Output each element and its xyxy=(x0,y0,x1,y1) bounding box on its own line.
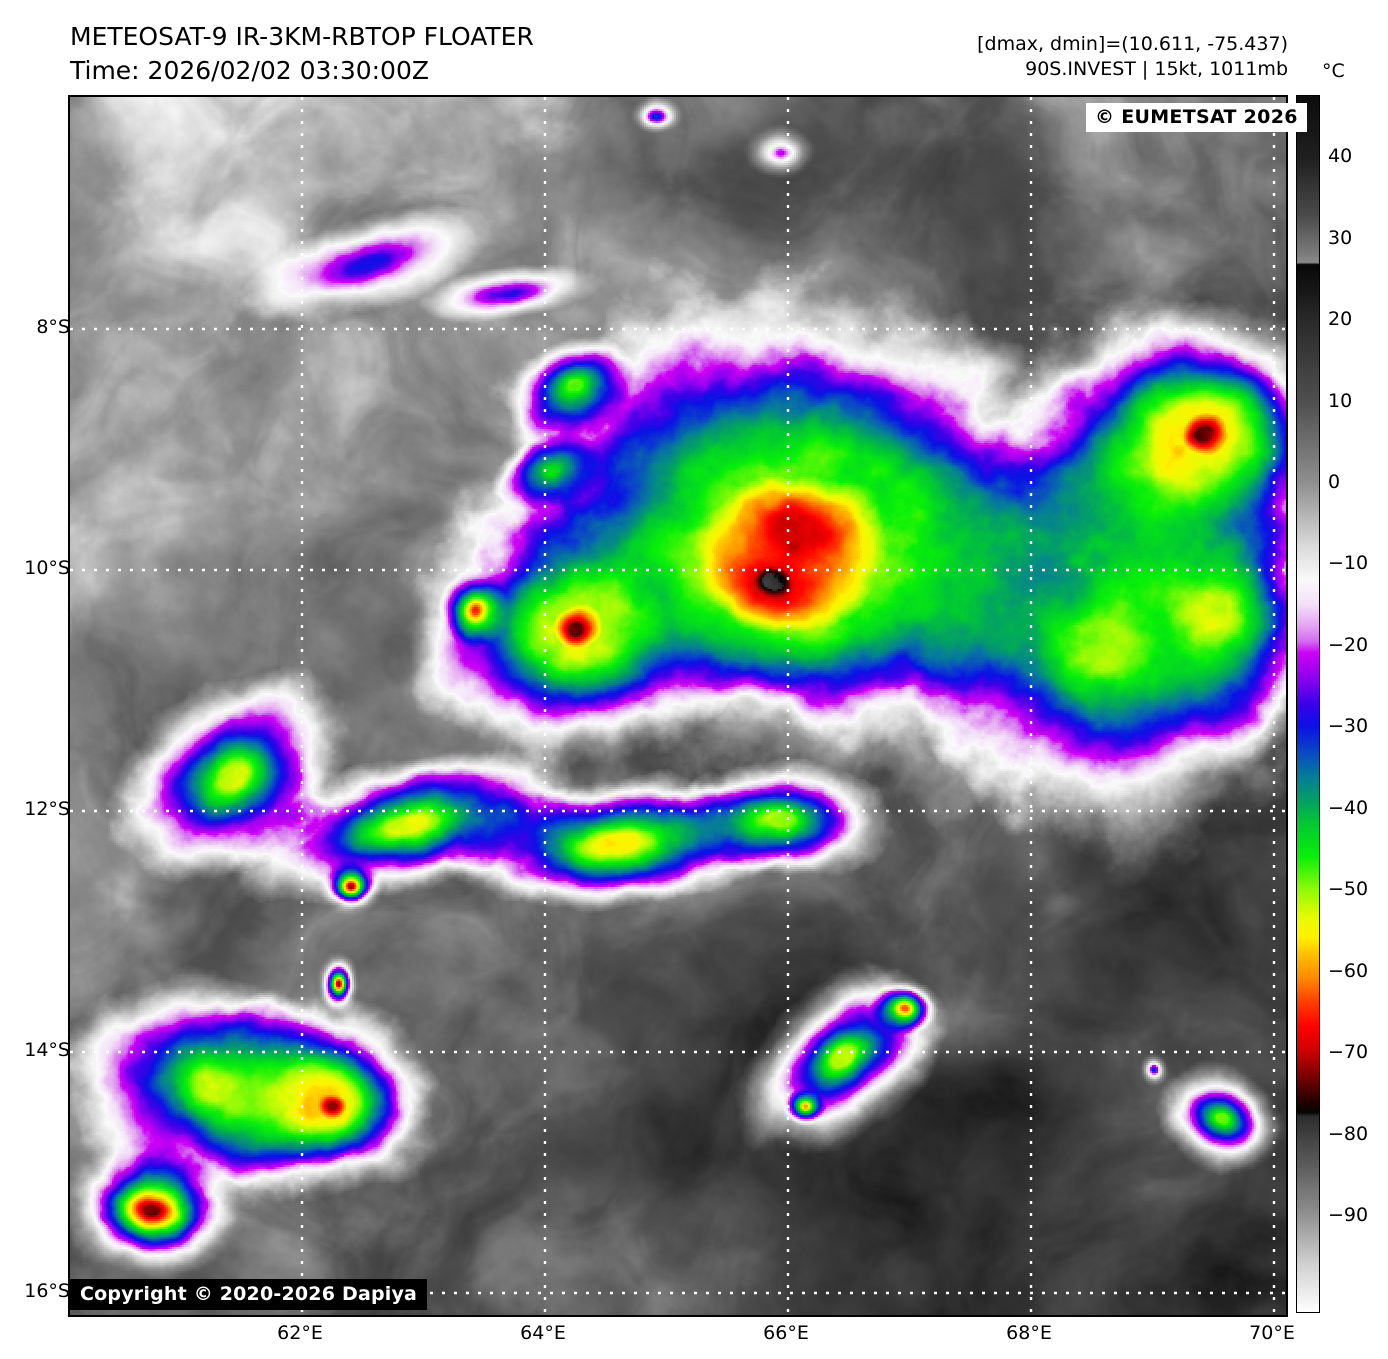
colorbar-tick-7: −30 xyxy=(1328,715,1369,738)
colorbar-tick-11: −70 xyxy=(1328,1041,1369,1064)
page-title: METEOSAT-9 IR-3KM-RBTOP FLOATER Time: 20… xyxy=(70,20,534,88)
colorbar-gradient xyxy=(1297,96,1319,1312)
dmax-dmin-label: [dmax, dmin]=(10.611, -75.437) xyxy=(977,33,1288,55)
latitude-tick-4: 16°S xyxy=(24,1280,70,1302)
metadata-block: [dmax, dmin]=(10.611, -75.437) 90S.INVES… xyxy=(977,32,1288,82)
colorbar-tick-5: −10 xyxy=(1328,552,1369,575)
colorbar-tick-9: −50 xyxy=(1328,878,1369,901)
colorbar-tick-4: 0 xyxy=(1328,470,1341,493)
longitude-tick-4: 70°E xyxy=(1249,1322,1295,1344)
storm-info-label: 90S.INVEST | 15kt, 1011mb xyxy=(1025,58,1288,80)
longitude-tick-2: 66°E xyxy=(763,1322,809,1344)
longitude-tick-3: 68°E xyxy=(1006,1322,1052,1344)
infrared-brightness-temperature-image xyxy=(70,97,1286,1315)
latitude-tick-1: 10°S xyxy=(24,557,70,579)
colorbar-tick-3: 10 xyxy=(1328,389,1353,412)
colorbar-tick-2: 20 xyxy=(1328,308,1353,331)
colorbar-tick-0: 40 xyxy=(1328,145,1353,168)
colorbar-tick-13: −90 xyxy=(1328,1204,1369,1227)
longitude-tick-0: 62°E xyxy=(277,1322,323,1344)
timestamp-label: Time: 2026/02/02 03:30:00Z xyxy=(70,56,429,85)
satellite-plot[interactable] xyxy=(68,95,1288,1317)
latitude-tick-2: 12°S xyxy=(24,798,70,820)
colorbar-units-label: °C xyxy=(1322,60,1345,82)
product-title: METEOSAT-9 IR-3KM-RBTOP FLOATER xyxy=(70,22,534,51)
latitude-tick-0: 8°S xyxy=(36,316,70,338)
copyright-watermark: Copyright © 2020-2026 Dapiya xyxy=(70,1279,428,1310)
colorbar-tick-6: −20 xyxy=(1328,633,1369,656)
colorbar-tick-10: −60 xyxy=(1328,959,1369,982)
temperature-colorbar[interactable] xyxy=(1296,95,1320,1313)
eumetsat-watermark: © EUMETSAT 2026 xyxy=(1086,103,1307,132)
colorbar-tick-1: 30 xyxy=(1328,226,1353,249)
latitude-tick-3: 14°S xyxy=(24,1039,70,1061)
colorbar-tick-12: −80 xyxy=(1328,1122,1369,1145)
longitude-tick-1: 64°E xyxy=(520,1322,566,1344)
colorbar-tick-8: −40 xyxy=(1328,796,1369,819)
